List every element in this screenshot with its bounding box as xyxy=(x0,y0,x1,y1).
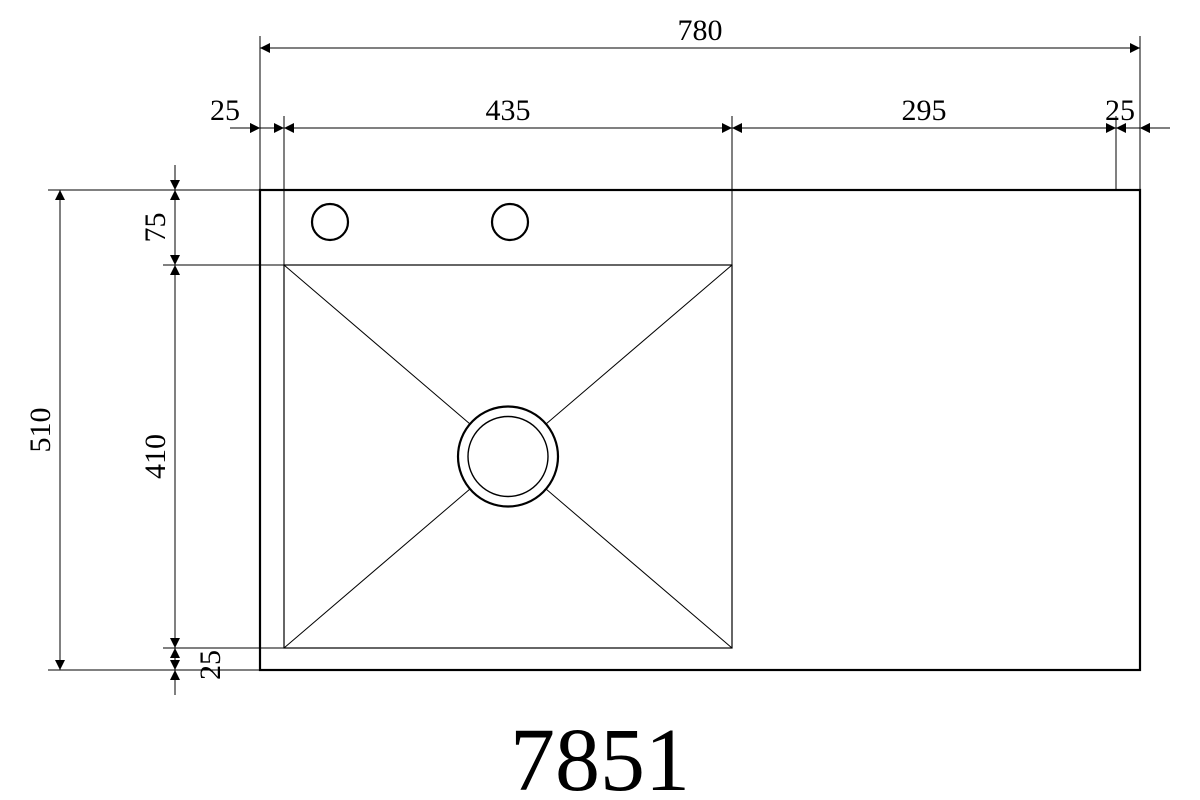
dim-right-margin: 25 xyxy=(1105,94,1135,127)
tap-hole-1 xyxy=(312,204,348,240)
model-number: 7851 xyxy=(510,711,690,800)
tap-hole-2 xyxy=(492,204,528,240)
dim-drain-width: 295 xyxy=(902,94,947,127)
dim-top-margin: 75 xyxy=(139,213,172,243)
sink-outer-rect xyxy=(260,190,1140,670)
dim-bottom-margin: 25 xyxy=(194,650,227,680)
dim-left-margin: 25 xyxy=(210,94,240,127)
dim-basin-width: 435 xyxy=(486,94,531,127)
dim-overall-height: 510 xyxy=(24,408,57,453)
dim-overall-width: 780 xyxy=(678,14,723,47)
dim-basin-height: 410 xyxy=(139,434,172,479)
drain-outer-circle xyxy=(458,407,558,507)
